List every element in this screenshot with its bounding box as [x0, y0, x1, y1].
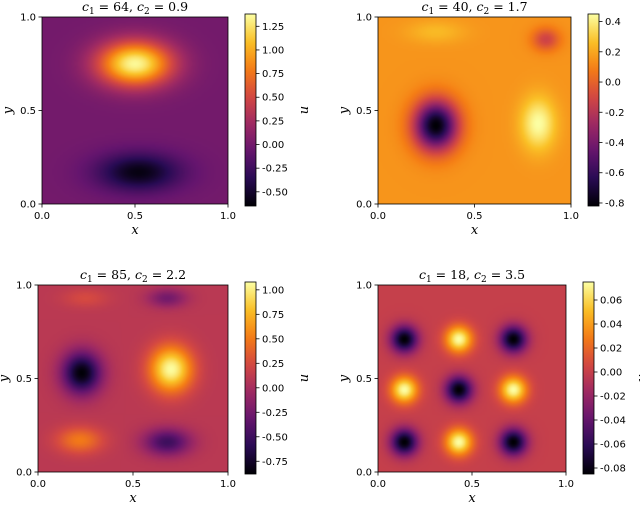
colorbar-tick-label: -0.25 — [262, 408, 288, 419]
heatmap-panel-4: 0.0 0.5 1.0 0.0 0.5 1.0 x y c1 = 18, c2 = 3.5 -0.… — [320, 265, 640, 506]
colorbar-tick-label: 0.4 — [605, 17, 621, 28]
colorbar-tick-label: -0.50 — [262, 432, 288, 443]
panel-title: c1 = 18, c2 = 3.5 — [419, 267, 525, 285]
colorbar-tick-label: 0.25 — [262, 359, 284, 370]
colorbar — [244, 281, 257, 475]
colorbar-tick-label: 0.50 — [262, 93, 284, 104]
heatmap-svg: 0.0 0.5 1.0 0.0 0.5 1.0 x y c1 = 64, c2 = 0.9 -0.… — [1, 0, 312, 238]
heatmap-image — [378, 17, 571, 204]
colorbar-label: u — [635, 374, 640, 382]
x-axis-label: x — [131, 223, 139, 238]
x-tick-label: 0.0 — [370, 479, 386, 490]
y-tick-label: 0.5 — [16, 374, 32, 385]
colorbar — [587, 13, 600, 207]
colorbar-tick-label: -0.08 — [600, 464, 626, 475]
heatmap-panel-1: 0.0 0.5 1.0 0.0 0.5 1.0 x y c1 = 64, c2 = 0.9 -0.… — [0, 0, 320, 241]
colorbar-tick-label: -0.4 — [605, 138, 625, 149]
colorbar-tick-label: 0.25 — [262, 116, 284, 127]
y-tick-label: 0.0 — [356, 468, 372, 479]
x-tick-label: 0.5 — [125, 479, 141, 490]
x-tick-label: 0.5 — [127, 211, 143, 222]
y-tick-label: 0.0 — [16, 468, 32, 479]
y-tick-label: 1.0 — [16, 281, 32, 292]
colorbar-tick-label: 1.00 — [262, 285, 284, 296]
heatmap-image — [42, 17, 228, 204]
y-tick-label: 0.0 — [356, 200, 372, 211]
x-axis-label: x — [471, 223, 479, 238]
x-axis-label: x — [468, 491, 476, 506]
y-axis-label: y — [337, 374, 352, 383]
colorbar-tick-label: 0.50 — [262, 334, 284, 345]
colorbar-tick-label: -0.6 — [605, 168, 625, 179]
colorbar-tick-label: 0.04 — [600, 320, 622, 331]
heatmap-svg: 0.0 0.5 1.0 0.0 0.5 1.0 x y c1 = 85, c2 = 2.2 -0.… — [0, 267, 312, 506]
colorbar-tick-label: -0.04 — [600, 416, 626, 427]
heatmap-svg: 0.0 0.5 1.0 0.0 0.5 1.0 x y c1 = 40, c2 = 1.7 -0.… — [337, 0, 625, 238]
colorbar-tick-label: -0.50 — [262, 187, 288, 198]
colorbar-tick-label: -0.06 — [600, 440, 626, 451]
heatmap-panel-3: 0.0 0.5 1.0 0.0 0.5 1.0 x y c1 = 85, c2 = 2.2 -0.… — [0, 265, 320, 506]
y-tick-label: 0.5 — [20, 106, 36, 117]
heatmap-panel-2: 0.0 0.5 1.0 0.0 0.5 1.0 x y c1 = 40, c2 = 1.7 -0.… — [320, 0, 640, 241]
colorbar-tick-label: 1.00 — [262, 45, 284, 56]
colorbar-tick-label: -0.2 — [605, 108, 625, 119]
heatmap-svg: 0.0 0.5 1.0 0.0 0.5 1.0 x y c1 = 18, c2 = 3.5 -0.… — [337, 267, 640, 506]
y-tick-label: 1.0 — [356, 281, 372, 292]
colorbar-tick-label: -0.8 — [605, 198, 625, 209]
x-tick-label: 0.5 — [467, 211, 483, 222]
panel-title: c1 = 85, c2 = 2.2 — [80, 267, 186, 285]
y-tick-label: 1.0 — [356, 13, 372, 24]
x-tick-label: 0.0 — [370, 211, 386, 222]
panel-title: c1 = 40, c2 = 1.7 — [421, 0, 527, 17]
colorbar-tick-label: 0.02 — [600, 344, 622, 355]
x-tick-label: 1.0 — [220, 211, 236, 222]
colorbar-tick-label: 0.00 — [262, 140, 284, 151]
colorbar-tick-label: 0.06 — [600, 296, 622, 307]
colorbar-tick-label: 0.2 — [605, 47, 621, 58]
colorbar-tick-label: 0.75 — [262, 310, 284, 321]
colorbar-tick-label: 0.75 — [262, 69, 284, 80]
colorbar-tick-label: -0.02 — [600, 392, 626, 403]
y-axis-label: y — [1, 106, 16, 115]
panel-title: c1 = 64, c2 = 0.9 — [82, 0, 188, 17]
y-axis-label: y — [0, 374, 12, 383]
colorbar — [582, 281, 595, 475]
y-tick-label: 0.0 — [20, 200, 36, 211]
colorbar-tick-label: 0.00 — [262, 383, 284, 394]
x-tick-label: 0.0 — [30, 479, 46, 490]
y-tick-label: 0.5 — [356, 374, 372, 385]
x-tick-label: 1.0 — [563, 211, 579, 222]
colorbar-tick-label: 1.25 — [262, 22, 284, 33]
colorbar-label: u — [297, 374, 312, 382]
x-tick-label: 0.0 — [34, 211, 50, 222]
x-tick-label: 1.0 — [558, 479, 574, 490]
y-axis-label: y — [337, 106, 352, 115]
colorbar-tick-label: -0.25 — [262, 164, 288, 175]
colorbar-tick-label: 0.00 — [600, 368, 622, 379]
x-axis-label: x — [129, 491, 137, 506]
colorbar-tick-label: 0.0 — [605, 78, 621, 89]
x-tick-label: 1.0 — [220, 479, 236, 490]
colorbar-label: u — [297, 106, 312, 114]
colorbar-tick-label: -0.75 — [262, 457, 288, 468]
y-tick-label: 0.5 — [356, 106, 372, 117]
x-tick-label: 0.5 — [464, 479, 480, 490]
heatmap-image — [38, 285, 228, 472]
heatmap-image — [378, 285, 566, 472]
y-tick-label: 1.0 — [20, 13, 36, 24]
colorbar — [244, 13, 257, 207]
